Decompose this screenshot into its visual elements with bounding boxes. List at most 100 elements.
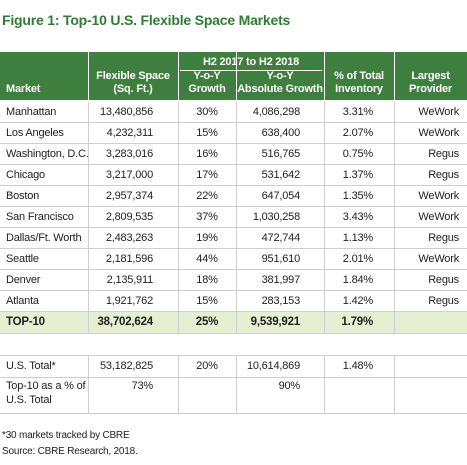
column-divider [178,102,179,333]
column-header: % of Total [334,70,384,82]
cell: Los Angeles [6,127,64,139]
cell: Dallas/Ft. Worth [6,232,82,244]
row-rule [0,227,467,228]
row-rule [0,290,467,291]
cell: U.S. Total [6,394,52,406]
cell: 951,610 [261,253,301,265]
cell: Regus [428,295,459,307]
row-rule [0,164,467,165]
column-divider [324,102,325,333]
header-band [0,52,467,100]
cell: 472,744 [261,232,301,244]
column-divider [324,355,325,413]
row-rule [0,413,467,414]
group-header: H2 2017 to H2 2018 [202,56,300,68]
column-divider [236,102,237,333]
cell: 73% [131,380,154,392]
column-divider [88,102,89,333]
cell: 25% [195,316,219,328]
column-divider [394,355,395,413]
cell: WeWork [418,253,459,265]
cell: WeWork [418,211,459,223]
cell: 638,400 [261,127,301,139]
cell: Chicago [6,169,45,181]
cell: 2.07% [342,127,373,139]
cell: San Francisco [6,211,74,223]
cell: 22% [196,190,218,202]
cell: 2.01% [342,253,373,265]
cell: 3,283,016 [105,148,153,160]
cell: 9,539,921 [250,316,301,328]
group-rule [180,70,322,71]
cell: 1.35% [342,190,373,202]
header-divider [394,52,395,100]
cell: Atlanta [6,295,39,307]
column-header: Flexible Space [96,70,170,82]
cell: WeWork [418,106,459,118]
cell: 381,997 [261,274,301,286]
cell: WeWork [418,190,459,202]
cell: Seattle [6,253,39,265]
cell: 1.48% [342,360,373,372]
cell: Washington, D.C. [6,148,89,160]
cell: 2,181,596 [105,253,153,265]
cell: 647,054 [261,190,301,202]
footnote: *30 markets tracked by CBRE [2,430,130,441]
cell: 1,921,762 [105,295,153,307]
cell: 13,480,856 [99,106,153,118]
cell: 38,702,624 [97,316,153,328]
cell: 1.13% [342,232,373,244]
column-divider [394,102,395,333]
column-header: Absolute Growth [237,83,323,95]
row-rule [0,311,467,312]
cell: 4,086,298 [252,106,300,118]
header-divider [324,52,325,100]
cell: 44% [196,253,218,265]
cell: Boston [6,190,40,202]
cell: 2,135,911 [106,274,154,286]
column-divider [178,355,179,413]
cell: TOP-10 [6,316,45,328]
cell: 20% [196,360,218,372]
cell: 283,153 [261,295,301,307]
header-divider [88,52,89,100]
total-band [0,312,467,333]
row-rule [0,143,467,144]
row-rule [0,355,467,356]
cell: Top-10 as a % of [6,380,86,392]
row-rule [0,122,467,123]
row-rule [0,206,467,207]
cell: 10,614,869 [246,360,300,372]
column-header: Provider [408,83,453,95]
cell: 2,809,535 [105,211,153,223]
cell: Regus [428,169,459,181]
cell: 30% [196,106,218,118]
cell: 1,030,258 [252,211,300,223]
row-rule [0,269,467,270]
cell: 15% [196,295,218,307]
cell: Regus [428,232,459,244]
cell: 53,182,825 [99,360,153,372]
cell: 3.31% [342,106,373,118]
column-header: Largest [411,70,450,82]
cell: 4,232,311 [106,127,154,139]
cell: 2,483,263 [105,232,153,244]
cell: 1.79% [341,316,373,328]
cell: Denver [6,274,41,286]
column-divider [236,355,237,413]
cell: Manhattan [6,106,57,118]
cell: 0.75% [342,148,373,160]
row-rule [0,248,467,249]
column-header: Y-o-Y [266,70,294,82]
cell: 18% [196,274,218,286]
row-rule [0,377,467,378]
cell: 531,642 [261,169,301,181]
column-header: (Sq. Ft.) [113,83,153,95]
cell: Regus [428,274,459,286]
header-divider [178,52,179,100]
cell: WeWork [418,127,459,139]
column-header: Y-o-Y [193,70,221,82]
title: Figure 1: Top-10 U.S. Flexible Space Mar… [2,12,291,28]
cell: 3,217,000 [105,169,153,181]
